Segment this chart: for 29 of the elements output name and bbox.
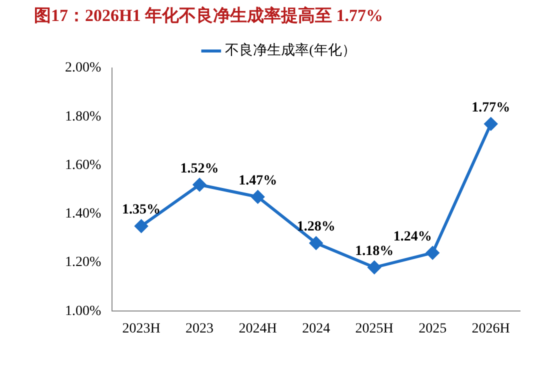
x-tick-label: 2023H bbox=[122, 321, 160, 336]
x-tick-label: 2026H bbox=[472, 321, 510, 336]
point bbox=[251, 190, 264, 204]
data-label: 1.52% bbox=[180, 161, 219, 176]
data-label: 1.18% bbox=[355, 244, 394, 260]
y-tick-label: 1.80% bbox=[64, 109, 102, 124]
point bbox=[134, 220, 148, 233]
x-tick-label: 2023 bbox=[186, 321, 214, 336]
x-tick-label: 2025 bbox=[418, 321, 447, 336]
y-tick-label: 1.00% bbox=[64, 304, 102, 319]
data-label: 1.28% bbox=[296, 220, 336, 235]
y-tick-label: 1.20% bbox=[64, 255, 102, 270]
point bbox=[368, 260, 381, 274]
point bbox=[310, 236, 323, 250]
legend-label: 不良净生成率(年化） bbox=[225, 42, 356, 59]
chart-title: 图17：2026H1 年化不良净生成率提高至 1.77% bbox=[34, 5, 383, 27]
y-tick-label: 2.00% bbox=[64, 60, 102, 76]
y-tick-label: 1.40% bbox=[64, 206, 102, 222]
x-tick-label: 2025H bbox=[355, 321, 394, 336]
point bbox=[193, 178, 206, 192]
point bbox=[484, 117, 498, 130]
x-tick-label: 2024H bbox=[238, 321, 277, 336]
y-tick-label: 1.60% bbox=[64, 158, 102, 173]
point bbox=[426, 246, 440, 260]
data-label: 1.35% bbox=[122, 202, 161, 218]
data-label: 1.47% bbox=[238, 174, 278, 189]
data-label: 1.77% bbox=[472, 100, 510, 116]
x-tick-label: 2024 bbox=[302, 321, 330, 336]
data-label: 1.24% bbox=[393, 229, 432, 244]
